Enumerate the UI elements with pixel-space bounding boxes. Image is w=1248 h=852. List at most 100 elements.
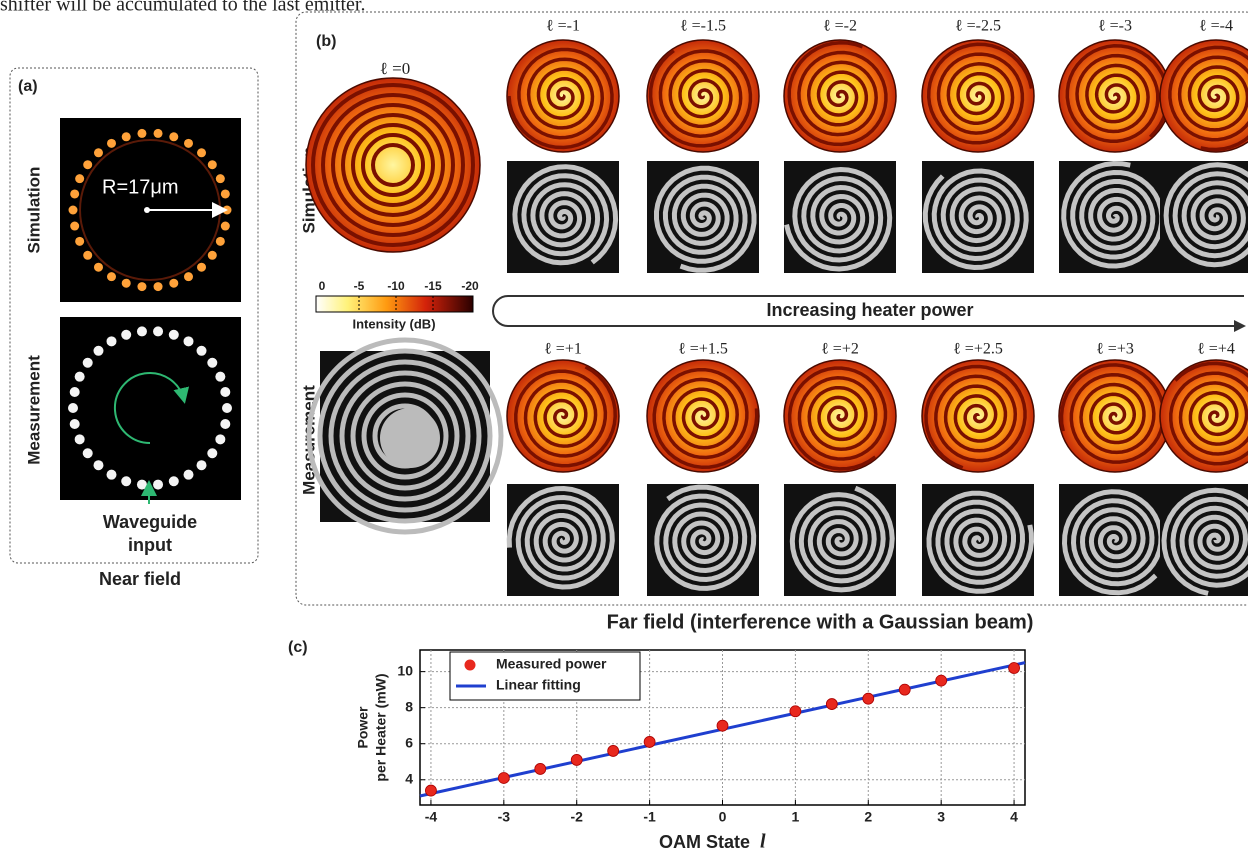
emitter [153, 326, 163, 336]
state-label: ℓ =-3 [1098, 18, 1132, 35]
emitter [70, 387, 80, 397]
input-label: input [128, 535, 172, 555]
x-tick-label: 4 [1010, 809, 1018, 825]
emitter [107, 272, 116, 281]
state-label: ℓ =-4 [1199, 18, 1233, 35]
y-tick-label: 4 [405, 770, 413, 786]
emitter [222, 403, 232, 413]
legend-marker [465, 660, 476, 671]
emitter [197, 148, 206, 157]
panel-caption: Far field (interference with a Gaussian … [607, 611, 1034, 633]
colorbar-label: Intensity (dB) [352, 316, 435, 331]
emitter [221, 189, 230, 198]
figure: shifter will be accumulated to the last … [0, 0, 1248, 852]
emitter [75, 174, 84, 183]
emitter [220, 419, 230, 429]
emitter [122, 279, 131, 288]
state-label: ℓ =+2 [821, 341, 859, 358]
emitter [169, 279, 178, 288]
emitter [184, 470, 194, 480]
state-label: ℓ =+1 [544, 341, 582, 358]
emitter [207, 448, 217, 458]
data-point [899, 684, 910, 695]
emitter [94, 148, 103, 157]
emitter [220, 387, 230, 397]
emitter [169, 330, 179, 340]
emitter [75, 237, 84, 246]
emitter [107, 470, 117, 480]
state-label: ℓ =-1.5 [680, 18, 726, 35]
x-tick-label: 2 [864, 809, 872, 825]
data-point [863, 693, 874, 704]
center-spot [380, 408, 440, 468]
data-point [1009, 663, 1020, 674]
emitter [169, 476, 179, 486]
caption-top: shifter will be accumulated to the last … [0, 0, 365, 16]
emitter [215, 372, 225, 382]
state-label: ℓ =0 [380, 59, 410, 78]
data-point [717, 720, 728, 731]
emitter [197, 346, 207, 356]
row-label: Measurement [24, 355, 43, 465]
legend-label: Measured power [496, 656, 607, 672]
state-label: ℓ =+4 [1197, 341, 1235, 358]
data-point [826, 699, 837, 710]
state-label: ℓ =-1 [546, 18, 580, 35]
radius-label: R=17μm [102, 176, 179, 198]
colorbar-tick: -10 [387, 279, 405, 293]
data-point [425, 785, 436, 796]
emitter [184, 336, 194, 346]
emitter [83, 160, 92, 169]
data-point [535, 763, 546, 774]
x-tick-label: -2 [570, 809, 583, 825]
emitter [221, 222, 230, 231]
x-tick-label: 1 [791, 809, 799, 825]
emitter [137, 129, 146, 138]
emitter [197, 460, 207, 470]
panel-label: (c) [288, 639, 308, 656]
y-axis-label: per Heater (mW) [373, 673, 389, 781]
emitter [154, 282, 163, 291]
emitter [83, 448, 93, 458]
x-tick-label: -4 [425, 809, 438, 825]
colorbar-tick: 0 [319, 279, 326, 293]
center-dot [144, 207, 150, 213]
emitter [215, 434, 225, 444]
x-tick-label: -1 [643, 809, 656, 825]
emitter [207, 358, 217, 368]
emitter [93, 460, 103, 470]
emitter [216, 174, 225, 183]
arrow-head [1234, 320, 1246, 332]
y-axis-label: Power [355, 706, 371, 749]
emitter [75, 434, 85, 444]
chart: -4-3-2-10123446810Measured powerLinear f… [355, 650, 1025, 852]
panel-caption: Near field [99, 569, 181, 589]
emitter [184, 139, 193, 148]
emitter [208, 251, 217, 260]
emitter [93, 346, 103, 356]
colorbar-tick: -5 [354, 279, 365, 293]
data-point [571, 754, 582, 765]
emitter [137, 282, 146, 291]
emitter [216, 237, 225, 246]
emitter [75, 372, 85, 382]
emitter [69, 206, 78, 215]
page: {"caption_top": "shifter will be accumul… [0, 0, 1248, 852]
x-tick-label: 0 [719, 809, 727, 825]
state-label: ℓ =-2.5 [955, 18, 1001, 35]
y-tick-label: 8 [405, 698, 413, 714]
state-label: ℓ =+2.5 [953, 341, 1003, 358]
emitter [137, 480, 147, 490]
emitter [122, 132, 131, 141]
panel-label: (b) [316, 33, 336, 50]
state-label: ℓ =+1.5 [678, 341, 728, 358]
emitter [154, 129, 163, 138]
y-tick-label: 6 [405, 734, 413, 750]
data-point [936, 675, 947, 686]
x-tick-label: -3 [498, 809, 511, 825]
emitter [70, 419, 80, 429]
data-point [498, 772, 509, 783]
emitter [121, 330, 131, 340]
legend-label: Linear fitting [496, 677, 581, 693]
state-label: ℓ =-2 [823, 18, 857, 35]
